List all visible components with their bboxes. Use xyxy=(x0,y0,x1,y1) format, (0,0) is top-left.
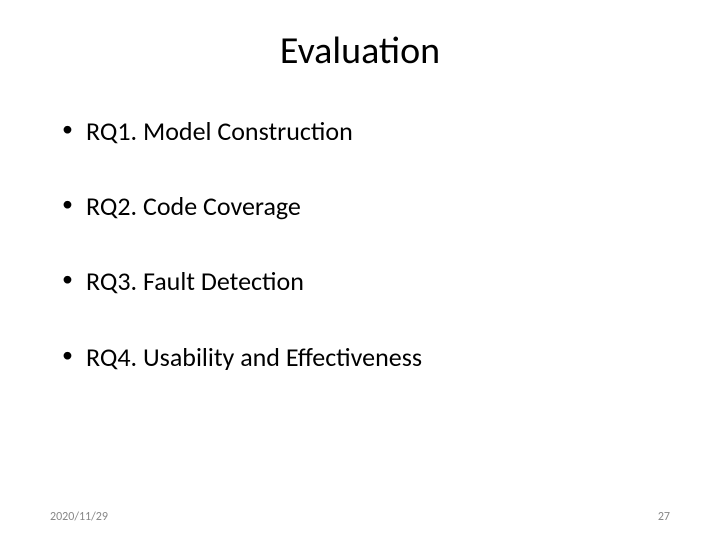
slide-title: Evaluation xyxy=(50,28,670,74)
slide-footer: 2020/11/29 27 xyxy=(50,510,670,524)
bullet-list: RQ1. Model Construction RQ2. Code Covera… xyxy=(50,116,670,373)
footer-page-number: 27 xyxy=(658,510,670,524)
bullet-item: RQ1. Model Construction xyxy=(58,116,670,147)
bullet-item: RQ4. Usability and Effectiveness xyxy=(58,342,670,373)
bullet-item: RQ2. Code Coverage xyxy=(58,191,670,222)
bullet-item: RQ3. Fault Detection xyxy=(58,266,670,297)
slide-container: Evaluation RQ1. Model Construction RQ2. … xyxy=(0,0,720,540)
footer-date: 2020/11/29 xyxy=(50,510,108,524)
